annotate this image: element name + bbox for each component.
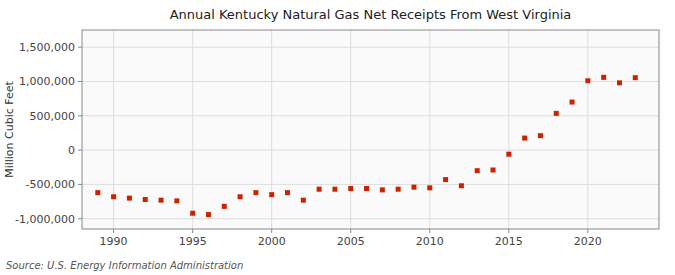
point xyxy=(190,211,195,216)
point xyxy=(143,197,148,202)
x-tick xyxy=(508,229,509,233)
point xyxy=(427,185,432,190)
x-tick-label: 1990 xyxy=(100,235,128,248)
axes: -1,000,000 -500,000 0 500,000 1,000,000 1,500… xyxy=(15,30,659,248)
point xyxy=(253,190,258,195)
title: Annual Kentucky Natural Gas Net Receipts… xyxy=(170,7,572,22)
point xyxy=(222,204,227,209)
point xyxy=(206,212,211,217)
point xyxy=(443,177,448,182)
point xyxy=(475,168,480,173)
y-tick xyxy=(78,47,82,48)
point xyxy=(364,186,369,191)
point xyxy=(380,187,385,192)
x-tick-label: 2000 xyxy=(258,235,286,248)
y-tick xyxy=(78,150,82,151)
x-tick-label: 2005 xyxy=(337,235,365,248)
y-tick-label: -500,000 xyxy=(26,178,75,191)
point xyxy=(174,198,179,203)
x-tick-label: 2020 xyxy=(574,235,602,248)
point xyxy=(506,152,511,157)
point xyxy=(411,185,416,190)
x-tick xyxy=(429,229,430,233)
point xyxy=(554,111,559,116)
point xyxy=(491,167,496,172)
point xyxy=(285,190,290,195)
point xyxy=(301,198,306,203)
y-grid-line xyxy=(82,115,659,116)
x-tick xyxy=(113,229,114,233)
x-grid-line xyxy=(508,30,509,229)
point xyxy=(570,100,575,105)
x-tick xyxy=(192,229,193,233)
y-tick xyxy=(78,218,82,219)
point xyxy=(538,133,543,138)
x-grid-line xyxy=(429,30,430,229)
point xyxy=(159,198,164,203)
y-tick-label: 1,500,000 xyxy=(19,41,75,54)
plot-frame xyxy=(82,30,659,229)
point xyxy=(459,183,464,188)
plot-area xyxy=(82,30,659,229)
y-tick-label: 0 xyxy=(68,144,75,157)
x-grid-line xyxy=(271,30,272,229)
x-tick xyxy=(350,229,351,233)
y-grid-line xyxy=(82,150,659,151)
point xyxy=(601,75,606,80)
point xyxy=(585,78,590,83)
y-tick-label: -1,000,000 xyxy=(15,213,75,226)
chart-container: -1,000,000 -500,000 0 500,000 1,000,000 1,500… xyxy=(0,0,675,275)
x-grid-line xyxy=(192,30,193,229)
point xyxy=(633,75,638,80)
point xyxy=(617,80,622,85)
y-grid-line xyxy=(82,47,659,48)
point xyxy=(348,186,353,191)
point xyxy=(127,196,132,201)
y-tick-label: 500,000 xyxy=(30,110,76,123)
y-grid-line xyxy=(82,218,659,219)
y-tick xyxy=(78,184,82,185)
point xyxy=(396,187,401,192)
x-tick xyxy=(587,229,588,233)
x-tick-label: 2010 xyxy=(416,235,444,248)
y-tick xyxy=(78,115,82,116)
point xyxy=(269,192,274,197)
point xyxy=(317,187,322,192)
x-grid-line xyxy=(587,30,588,229)
x-tick xyxy=(271,229,272,233)
points xyxy=(95,75,637,217)
source-annotation: Source: U.S. Energy Information Administ… xyxy=(6,260,243,271)
x-tick-label: 2015 xyxy=(495,235,523,248)
point xyxy=(332,187,337,192)
y-axis-label: Million Cubic Feet xyxy=(3,80,16,177)
point xyxy=(111,194,116,199)
x-grid-line xyxy=(350,30,351,229)
chart: -1,000,000 -500,000 0 500,000 1,000,000 1,500… xyxy=(0,0,675,275)
point xyxy=(95,190,100,195)
point xyxy=(522,136,527,141)
point xyxy=(238,194,243,199)
y-tick xyxy=(78,81,82,82)
y-grid-line xyxy=(82,81,659,82)
x-tick-label: 1995 xyxy=(179,235,207,248)
y-tick-label: 1,000,000 xyxy=(19,75,75,88)
y-grid-line xyxy=(82,184,659,185)
